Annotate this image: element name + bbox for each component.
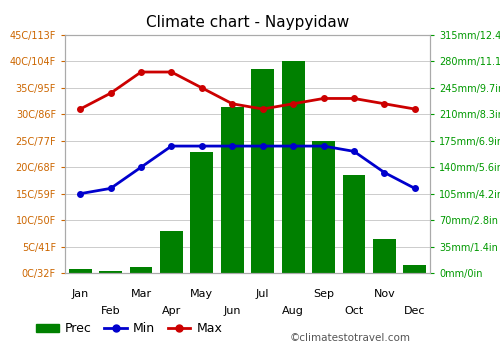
Text: Sep: Sep xyxy=(313,289,334,299)
Bar xyxy=(252,69,274,273)
Bar xyxy=(282,62,304,273)
Text: Jul: Jul xyxy=(256,289,270,299)
Bar xyxy=(190,152,214,273)
Text: ©climatestotravel.com: ©climatestotravel.com xyxy=(290,333,411,343)
Title: Climate chart - Naypyidaw: Climate chart - Naypyidaw xyxy=(146,15,349,30)
Text: Oct: Oct xyxy=(344,306,364,316)
Bar xyxy=(69,269,92,273)
Text: Apr: Apr xyxy=(162,306,181,316)
Text: Feb: Feb xyxy=(101,306,120,316)
Bar xyxy=(404,265,426,273)
Bar xyxy=(373,239,396,273)
Text: Aug: Aug xyxy=(282,306,304,316)
Text: Jun: Jun xyxy=(224,306,241,316)
Bar xyxy=(130,267,152,273)
Legend: Prec, Min, Max: Prec, Min, Max xyxy=(31,317,228,340)
Text: May: May xyxy=(190,289,214,299)
Text: Nov: Nov xyxy=(374,289,395,299)
Text: Mar: Mar xyxy=(130,289,152,299)
Bar xyxy=(312,141,335,273)
Bar xyxy=(99,271,122,273)
Bar xyxy=(221,107,244,273)
Bar xyxy=(342,175,365,273)
Text: Dec: Dec xyxy=(404,306,425,316)
Text: Jan: Jan xyxy=(72,289,89,299)
Bar xyxy=(160,231,183,273)
